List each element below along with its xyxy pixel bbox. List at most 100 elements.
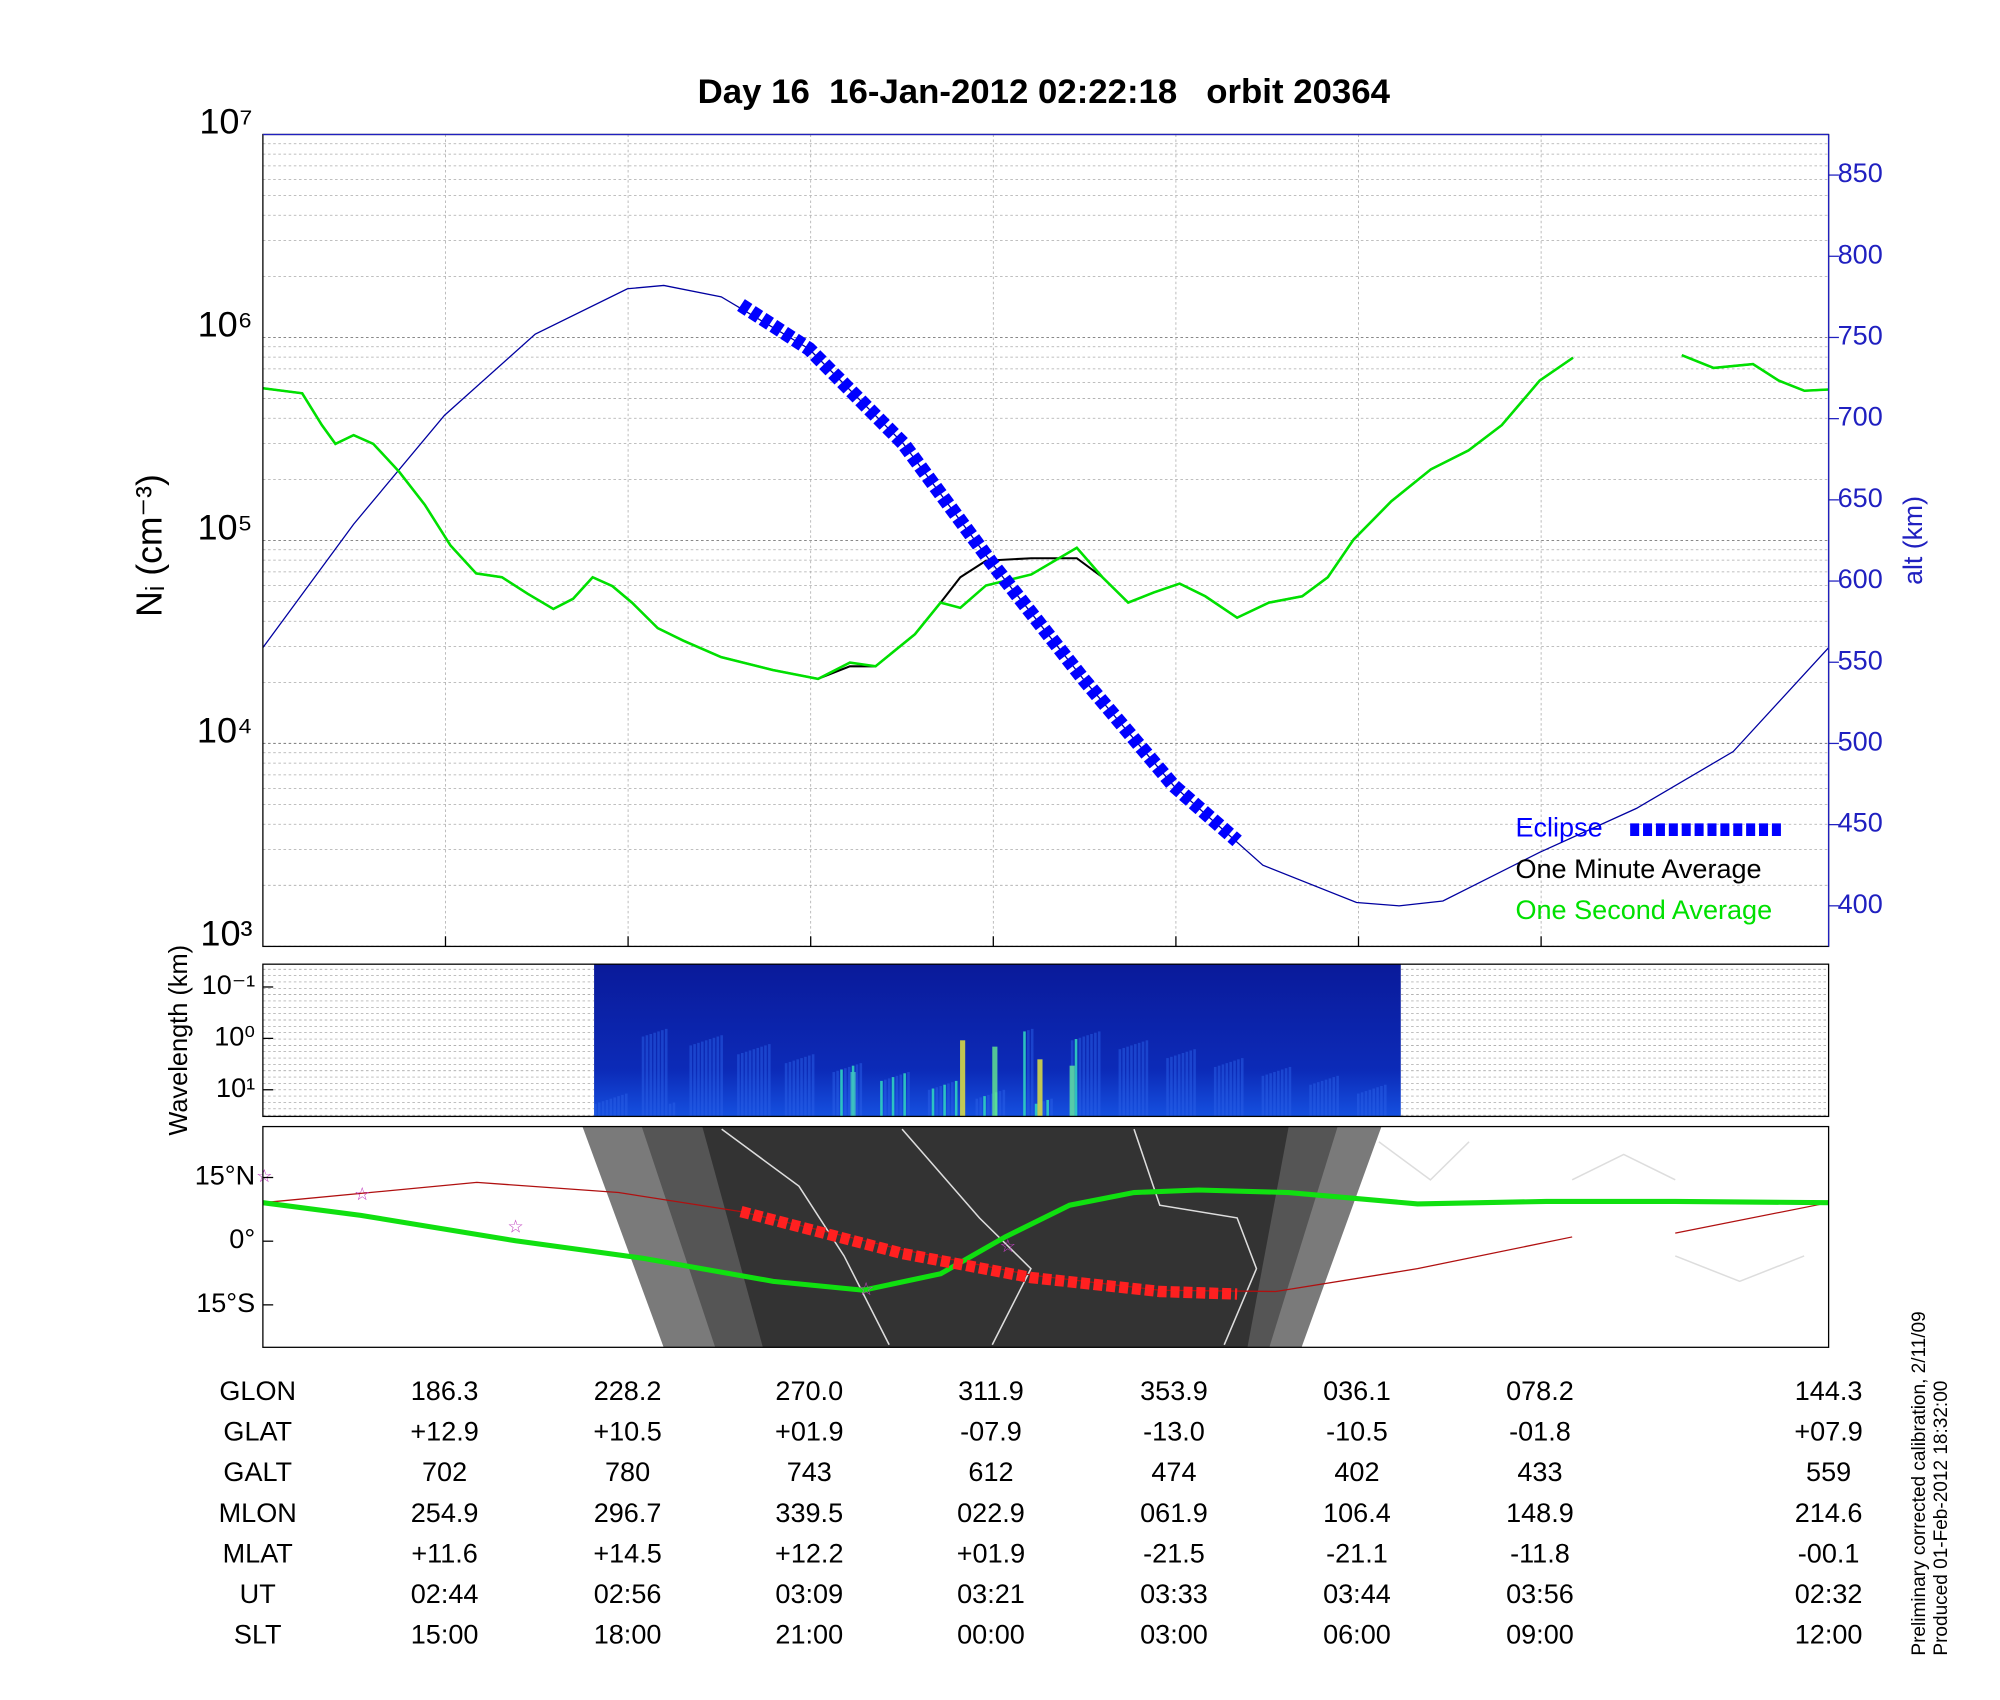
y-tick-label: 10⁶ [198, 305, 253, 345]
cell: 559 [1806, 1457, 1851, 1487]
streak [661, 1030, 664, 1117]
row-label: SLT [234, 1620, 282, 1650]
streak [947, 1083, 950, 1117]
cell: -11.8 [1510, 1539, 1570, 1569]
streak [1360, 1092, 1364, 1117]
streak [1364, 1091, 1368, 1117]
chart-title: Day 16 16-Jan-2012 02:22:18 orbit 20364 [698, 73, 1391, 111]
streak [1273, 1072, 1276, 1117]
streak [1317, 1082, 1320, 1117]
cell: 743 [787, 1457, 832, 1487]
streak [768, 1044, 771, 1117]
row-label: GLON [219, 1376, 296, 1406]
note: Produced 01-Feb-2012 18:32:00 [1931, 1381, 1952, 1656]
streak [1126, 1046, 1129, 1117]
star: ☆ [354, 1184, 370, 1204]
y-tick-label: 15°N [195, 1161, 255, 1191]
streak [975, 1098, 979, 1117]
streak [1269, 1073, 1272, 1117]
cell: +07.9 [1794, 1417, 1862, 1447]
row-label: MLON [219, 1498, 297, 1528]
cell: 106.4 [1323, 1498, 1391, 1528]
streak [609, 1098, 613, 1117]
streak [1082, 1036, 1086, 1117]
streak [832, 1072, 836, 1117]
map-frame [262, 1125, 1830, 1348]
streak [1094, 1032, 1097, 1117]
spectrogram-frame [262, 963, 1830, 1118]
streak [1170, 1056, 1173, 1117]
streak [992, 1046, 998, 1117]
streak [1313, 1083, 1316, 1117]
y-tick-label: 15°S [196, 1288, 255, 1318]
y2-tick-label: 500 [1838, 727, 1883, 757]
cell: 03:33 [1140, 1579, 1208, 1609]
streak [1284, 1068, 1288, 1117]
streak [855, 1064, 859, 1117]
stars: ☆ ☆ ☆ ☆ ☆ [256, 1166, 1016, 1299]
cell: -21.1 [1326, 1539, 1388, 1569]
series-line [262, 354, 1829, 681]
cell: -13.0 [1143, 1417, 1205, 1447]
streak [796, 1059, 799, 1117]
cell: 036.1 [1323, 1376, 1391, 1406]
streak [1130, 1045, 1133, 1117]
cell: 296.7 [594, 1498, 662, 1528]
streak [712, 1037, 716, 1117]
night-core [702, 1126, 1289, 1348]
streak [1237, 1059, 1240, 1117]
legend-label: One Minute Average [1515, 854, 1761, 884]
streak [935, 1087, 939, 1117]
streak [668, 1103, 672, 1117]
y2-tick-label: 700 [1838, 402, 1883, 432]
streak [1277, 1070, 1280, 1117]
y2-tick-label: 750 [1838, 321, 1883, 351]
streak [760, 1046, 763, 1117]
y-tick-label: 10⁻¹ [202, 970, 255, 1000]
cell: 144.3 [1795, 1376, 1863, 1406]
streak [594, 1103, 597, 1117]
streak [748, 1050, 752, 1117]
streak [891, 1077, 895, 1117]
streak [847, 1066, 851, 1117]
streak [800, 1058, 803, 1117]
streak [1213, 1066, 1217, 1117]
streak [927, 1089, 931, 1117]
legend-label: One Second Average [1515, 895, 1772, 925]
cell: 339.5 [775, 1498, 843, 1528]
streak [697, 1042, 700, 1117]
cell: 780 [605, 1457, 650, 1487]
star: ☆ [507, 1217, 523, 1237]
star: ☆ [256, 1166, 272, 1186]
streak [887, 1078, 891, 1117]
streak [1233, 1060, 1236, 1117]
cell: 078.2 [1506, 1376, 1574, 1406]
streak [664, 1028, 668, 1117]
streak [1042, 1101, 1046, 1117]
streak [720, 1035, 723, 1117]
cell: 612 [968, 1457, 1013, 1487]
streak [1177, 1054, 1181, 1117]
streak [939, 1085, 943, 1117]
streak [653, 1032, 656, 1117]
cell: -07.9 [960, 1417, 1022, 1447]
cell: 18:00 [594, 1620, 662, 1650]
row-label: GALT [223, 1457, 292, 1487]
streak [1372, 1088, 1375, 1117]
y2-axis-label: alt (km) [1898, 496, 1928, 585]
cell: 061.9 [1140, 1498, 1208, 1528]
cell: 270.0 [775, 1376, 843, 1406]
streak [1118, 1049, 1122, 1117]
streak [1002, 1089, 1006, 1117]
cell: 03:09 [775, 1579, 843, 1609]
cell: 12:00 [1795, 1620, 1863, 1650]
streak [1097, 1031, 1101, 1117]
streak [689, 1045, 693, 1117]
streak [744, 1051, 748, 1117]
legend-label: Eclipse [1515, 813, 1602, 843]
streak [1376, 1087, 1379, 1117]
cell: +10.5 [593, 1417, 661, 1447]
streak [1193, 1049, 1196, 1117]
streak [960, 1040, 966, 1117]
streak [1023, 1031, 1026, 1117]
